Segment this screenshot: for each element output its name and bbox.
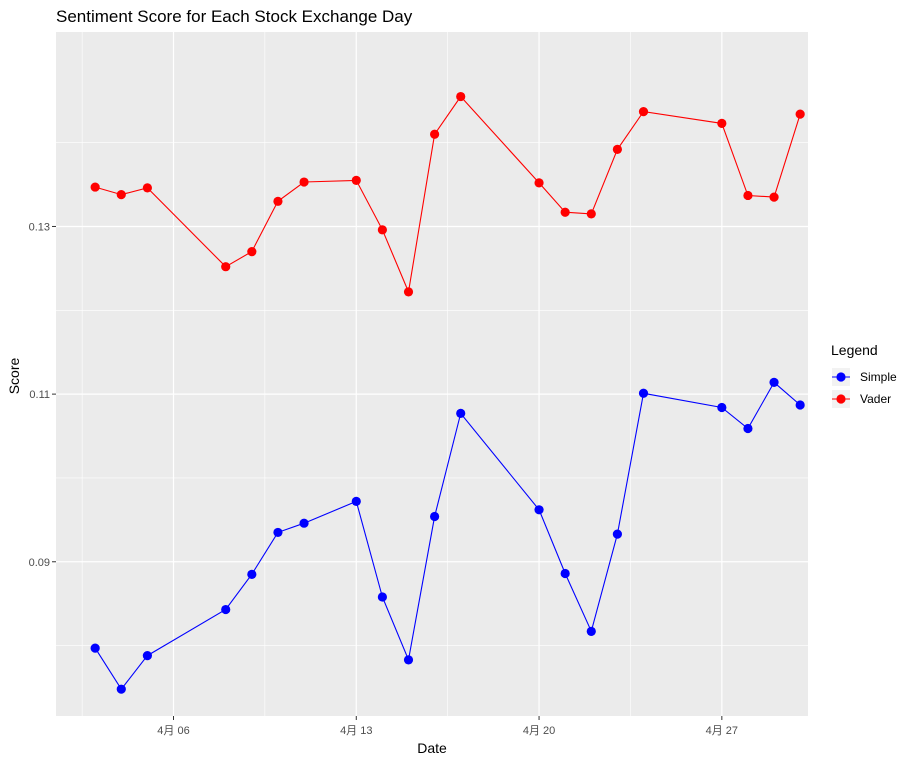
x-tick-label: 4月 27 bbox=[706, 725, 738, 737]
data-point-simple bbox=[377, 592, 387, 602]
y-tick-label: 0.13 bbox=[29, 221, 50, 233]
data-point-vader bbox=[273, 196, 283, 206]
data-point-simple bbox=[247, 569, 257, 579]
legend-items: Simple Vader bbox=[832, 368, 897, 408]
data-point-vader bbox=[351, 175, 361, 185]
legend-label-simple: Simple bbox=[860, 370, 897, 384]
data-point-vader bbox=[638, 107, 649, 117]
series-points bbox=[90, 91, 805, 694]
data-point-simple bbox=[612, 529, 622, 539]
data-point-simple bbox=[795, 400, 805, 410]
data-point-vader bbox=[430, 129, 440, 139]
data-point-vader bbox=[560, 207, 570, 217]
data-point-vader bbox=[403, 287, 414, 297]
legend-label-vader: Vader bbox=[860, 392, 891, 406]
grid-major bbox=[56, 32, 808, 716]
data-point-simple bbox=[769, 377, 779, 387]
legend-item-simple: Simple bbox=[832, 368, 897, 386]
data-point-simple bbox=[560, 568, 570, 579]
data-point-vader bbox=[534, 178, 544, 188]
data-point-simple bbox=[90, 643, 100, 653]
data-point-simple bbox=[430, 511, 440, 522]
y-tick-label: 0.11 bbox=[29, 389, 50, 401]
y-tick-label: 0.09 bbox=[29, 557, 50, 569]
data-point-vader bbox=[90, 182, 100, 192]
data-point-simple bbox=[221, 604, 231, 615]
chart-title: Sentiment Score for Each Stock Exchange … bbox=[56, 7, 413, 26]
data-point-simple bbox=[586, 626, 596, 636]
data-point-simple bbox=[351, 496, 361, 507]
data-point-simple bbox=[273, 527, 283, 538]
data-point-vader bbox=[247, 247, 257, 257]
x-tick-label: 4月 20 bbox=[523, 725, 555, 737]
data-point-vader bbox=[795, 109, 805, 119]
data-point-vader bbox=[299, 177, 309, 187]
data-point-simple bbox=[743, 423, 753, 434]
data-point-vader bbox=[612, 144, 622, 154]
data-point-vader bbox=[221, 262, 231, 272]
data-point-vader bbox=[769, 192, 779, 202]
plot-panel bbox=[56, 32, 808, 716]
x-axis: 4月 06 4月 13 4月 20 4月 27 bbox=[157, 716, 738, 737]
data-point-vader bbox=[456, 91, 466, 102]
data-point-simple bbox=[116, 684, 126, 694]
grid-minor bbox=[56, 32, 808, 716]
y-axis-title: Score bbox=[6, 358, 22, 395]
data-point-simple bbox=[638, 388, 649, 398]
data-point-vader bbox=[717, 118, 727, 128]
data-point-simple bbox=[403, 655, 414, 665]
data-point-simple bbox=[299, 518, 309, 528]
data-point-vader bbox=[743, 190, 753, 201]
data-point-vader bbox=[377, 225, 387, 235]
data-point-simple bbox=[534, 505, 544, 515]
data-point-simple bbox=[717, 402, 727, 413]
y-axis: 0.09 0.11 0.13 bbox=[29, 221, 56, 569]
x-tick-label: 4月 13 bbox=[340, 725, 372, 737]
legend: Legend Simple Vader bbox=[831, 342, 897, 408]
legend-key-point bbox=[836, 372, 846, 382]
x-tick-label: 4月 06 bbox=[157, 725, 189, 737]
legend-item-vader: Vader bbox=[832, 390, 891, 408]
data-point-simple bbox=[456, 408, 466, 418]
x-axis-title: Date bbox=[417, 740, 447, 756]
data-point-simple bbox=[142, 651, 152, 661]
data-point-vader bbox=[142, 183, 152, 193]
legend-key-point bbox=[836, 394, 846, 404]
legend-title: Legend bbox=[831, 342, 878, 358]
data-point-vader bbox=[586, 209, 596, 219]
data-point-vader bbox=[116, 190, 126, 200]
